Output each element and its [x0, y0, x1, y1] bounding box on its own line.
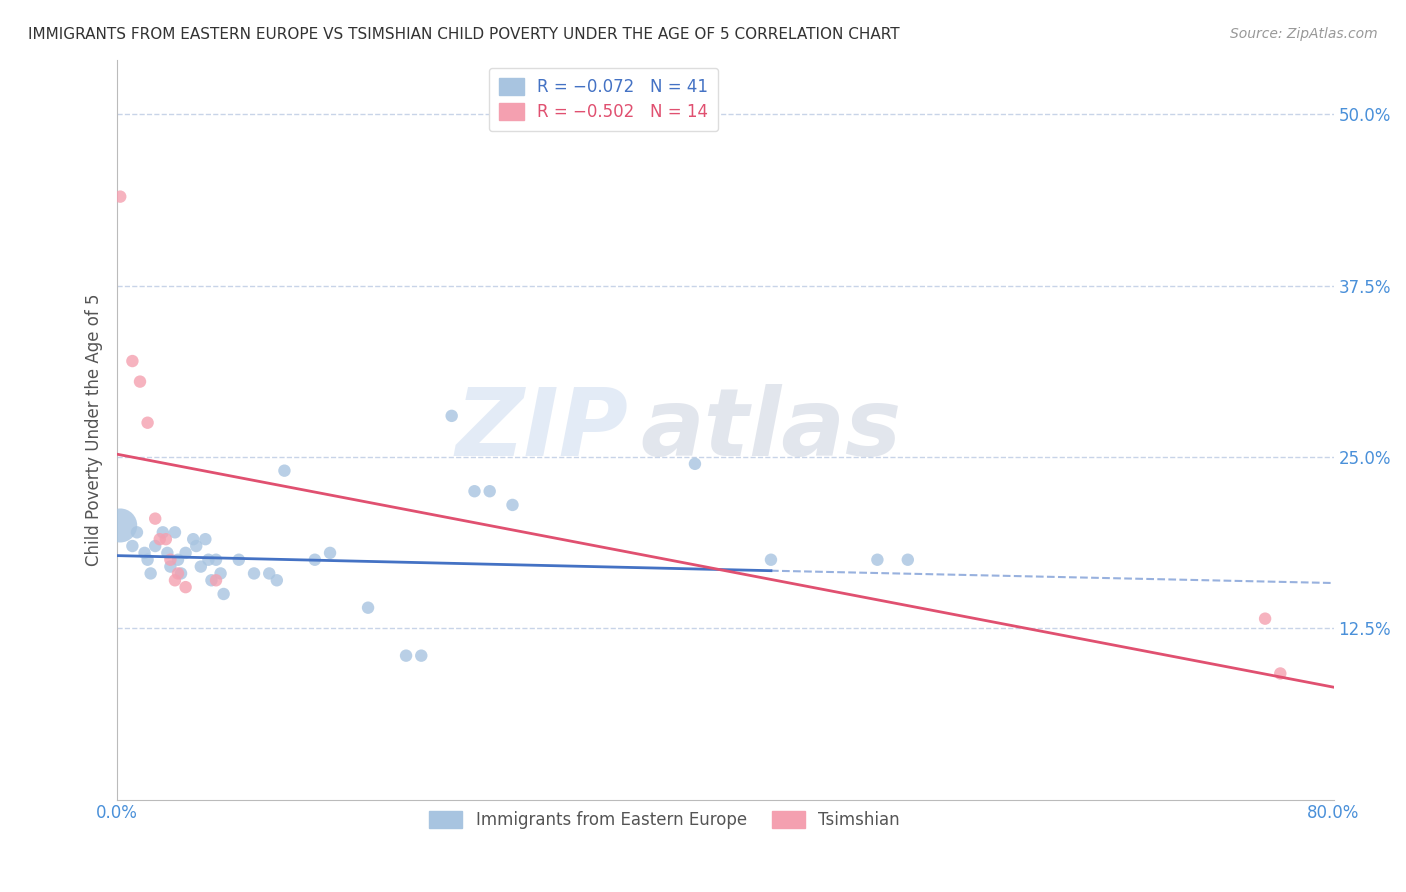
Point: [155, 532, 177, 546]
Text: Source: ZipAtlas.com: Source: ZipAtlas.com: [1230, 27, 1378, 41]
Point: [243, 566, 266, 581]
Point: [395, 648, 418, 663]
Point: [129, 375, 152, 389]
Point: [156, 546, 179, 560]
Point: [136, 553, 159, 567]
Point: [194, 532, 217, 546]
Point: [143, 511, 166, 525]
Text: ZIP: ZIP: [456, 384, 628, 475]
Point: [209, 566, 232, 581]
Point: [167, 566, 190, 581]
Point: [304, 553, 326, 567]
Point: [357, 600, 380, 615]
Point: [411, 648, 433, 663]
Point: [212, 587, 235, 601]
Point: [110, 518, 132, 533]
Point: [205, 574, 228, 588]
Point: [163, 574, 186, 588]
Text: IMMIGRANTS FROM EASTERN EUROPE VS TSIMSHIAN CHILD POVERTY UNDER THE AGE OF 5 COR: IMMIGRANTS FROM EASTERN EUROPE VS TSIMSH…: [28, 27, 900, 42]
Point: [121, 354, 143, 368]
Point: [1254, 612, 1277, 626]
Point: [197, 553, 219, 567]
Point: [866, 553, 889, 567]
Point: [170, 566, 193, 581]
Point: [121, 539, 143, 553]
Point: [136, 416, 159, 430]
Point: [897, 553, 920, 567]
Point: [1270, 666, 1292, 681]
Point: [228, 553, 250, 567]
Point: [143, 539, 166, 553]
Text: atlas: atlas: [640, 384, 901, 475]
Point: [159, 553, 181, 567]
Point: [152, 525, 174, 540]
Point: [257, 566, 280, 581]
Point: [163, 525, 186, 540]
Point: [134, 546, 156, 560]
Point: [181, 532, 204, 546]
Point: [110, 189, 132, 203]
Point: [266, 574, 288, 588]
Point: [174, 546, 197, 560]
Point: [139, 566, 162, 581]
Point: [502, 498, 524, 512]
Point: [440, 409, 463, 423]
Point: [200, 574, 222, 588]
Point: [190, 559, 212, 574]
Point: [319, 546, 342, 560]
Y-axis label: Child Poverty Under the Age of 5: Child Poverty Under the Age of 5: [86, 293, 103, 566]
Point: [186, 539, 208, 553]
Point: [463, 484, 485, 499]
Point: [174, 580, 197, 594]
Point: [205, 553, 228, 567]
Point: [683, 457, 706, 471]
Point: [759, 553, 782, 567]
Point: [159, 559, 181, 574]
Point: [149, 532, 172, 546]
Point: [273, 464, 295, 478]
Point: [125, 525, 148, 540]
Point: [478, 484, 501, 499]
Legend: Immigrants from Eastern Europe, Tsimshian: Immigrants from Eastern Europe, Tsimshia…: [422, 804, 907, 836]
Point: [167, 553, 190, 567]
